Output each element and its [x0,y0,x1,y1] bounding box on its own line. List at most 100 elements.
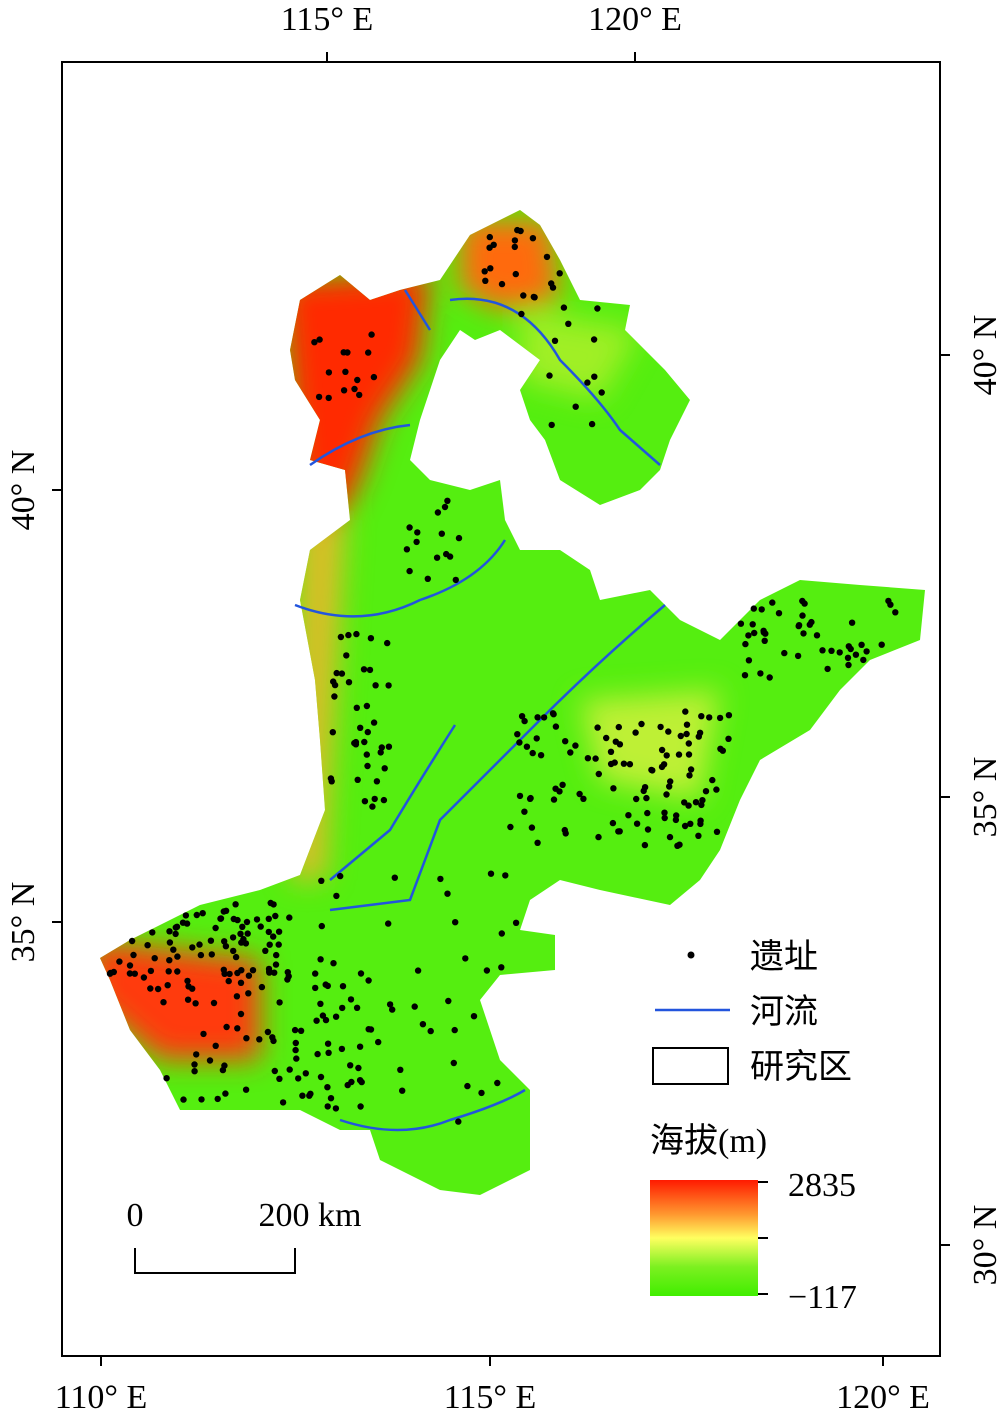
site-dot [353,1004,361,1011]
site-dot [414,967,422,974]
site-dot [356,1077,364,1084]
site-dot [357,724,364,731]
site-dot [663,752,670,759]
site-dot [233,993,241,1000]
site-dot [609,819,617,827]
site-dot [279,1099,287,1106]
site-dot [245,972,253,979]
site-dot [144,942,151,949]
site-dot [667,778,674,785]
site-dot [266,941,273,948]
site-dot [438,530,445,537]
site-dot [751,629,758,637]
site-dot [685,802,692,809]
site-dot [696,729,704,736]
site-dot [514,226,521,234]
site-dot [518,713,526,720]
site-dot [333,669,340,677]
site-dot [318,877,325,884]
site-dot [795,622,802,630]
site-dot [307,1090,314,1098]
site-dot [742,640,749,648]
site-dot [222,943,230,950]
site-dot [526,795,534,802]
site-dot [699,797,706,804]
site-dot [451,1026,458,1034]
site-dot [640,787,647,795]
site-dot [240,935,247,943]
site-dot [272,961,280,968]
site-dot [332,1105,340,1112]
site-dot [414,529,421,536]
site-dot [212,1042,219,1050]
site-dot [344,349,351,356]
site-dot [353,704,360,711]
site-dot [533,735,540,742]
site-dot [580,795,587,802]
site-dot [427,1027,434,1035]
site-dot [299,1092,306,1099]
site-dot [373,778,381,785]
site-dot [130,951,137,959]
site-dot [147,967,155,975]
site-dot [681,799,688,806]
legend-dot [687,951,695,959]
site-dot [666,783,673,790]
legend-label: 研究区 [750,1048,852,1086]
site-dot [384,639,391,647]
site-dot [324,1103,331,1110]
site-dot [197,951,205,959]
scale-bar: 0 200 km [127,1197,361,1274]
site-dot [610,785,617,792]
site-dot [381,765,388,772]
sites [106,226,899,1125]
site-dot [562,738,569,745]
site-dot [530,293,537,301]
site-dot [325,1049,332,1057]
site-dot [567,749,574,756]
site-dot [191,1061,198,1068]
site-dot [511,237,519,244]
site-dot [361,738,368,746]
site-dot [638,720,645,728]
site-dot [781,649,788,657]
site-dot [367,635,375,642]
site-dot [222,1090,229,1097]
site-dot [813,632,821,639]
site-dot [481,268,488,275]
site-dot [584,379,591,386]
site-dot [800,630,807,637]
color-bar [650,1180,758,1296]
site-dot [369,803,376,810]
site-dot [180,1096,187,1103]
site-dot [324,1084,331,1091]
site-dot [757,670,764,677]
top-label: 120° E [588,1,682,38]
site-dot [594,305,601,312]
legend-label: 遗址 [750,938,818,976]
site-dot [265,915,272,922]
site-dot [243,918,251,926]
site-dot [232,901,239,908]
site-dot [184,977,191,985]
site-dot [351,385,358,393]
site-dot [184,996,192,1003]
site-dot [322,1016,330,1024]
site-dot [317,1000,324,1007]
site-dot [572,742,579,749]
site-dot [226,970,233,978]
site-dot [165,968,172,975]
site-dot [295,1075,302,1082]
site-dot [222,907,230,914]
site-dot [750,605,757,612]
site-dot [482,277,489,284]
site-dot [265,928,272,936]
site-dot [683,721,691,728]
site-dot [273,951,280,959]
site-dot [713,786,720,793]
site-dot [452,919,459,926]
site-dot [377,749,384,756]
site-dot [403,546,411,553]
site-dot [799,612,806,619]
site-dot [719,747,726,754]
